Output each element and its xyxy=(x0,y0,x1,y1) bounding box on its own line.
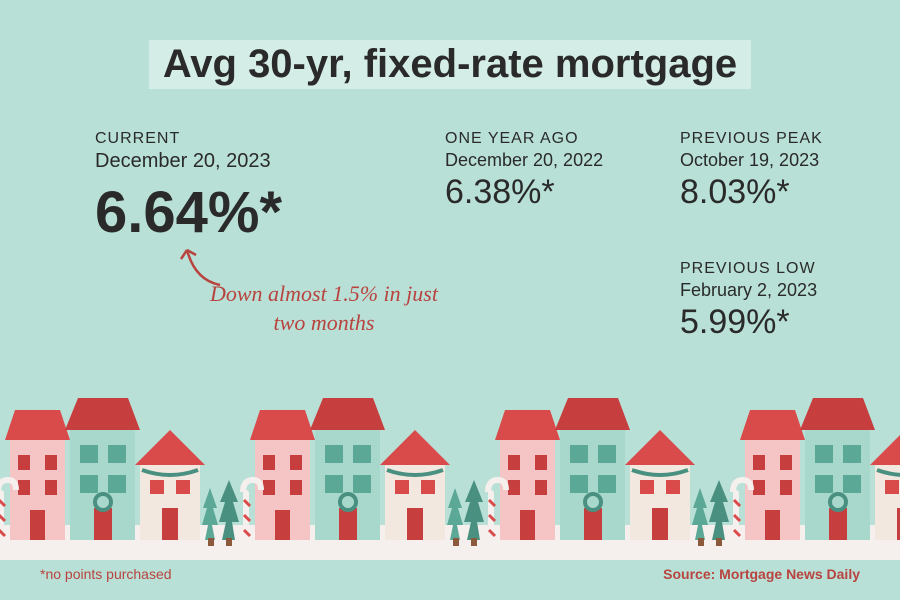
stat-label: PREVIOUS LOW xyxy=(680,260,817,278)
annotation-text: Down almost 1.5% in just two months xyxy=(210,280,438,337)
stat-date: October 19, 2023 xyxy=(680,150,823,171)
stat-label: ONE YEAR AGO xyxy=(445,130,603,148)
stat-value: 8.03%* xyxy=(680,173,823,212)
stat-previous-low: PREVIOUS LOW February 2, 2023 5.99%* xyxy=(680,260,817,342)
footnote-text: *no points purchased xyxy=(40,566,172,582)
houses-illustration xyxy=(0,380,900,560)
stat-label: CURRENT xyxy=(95,130,282,148)
source-text: Source: Mortgage News Daily xyxy=(663,566,860,582)
annotation-line2: two months xyxy=(274,310,375,335)
stat-current: CURRENT December 20, 2023 6.64%* xyxy=(95,130,282,246)
stat-date: February 2, 2023 xyxy=(680,280,817,301)
stat-date: December 20, 2022 xyxy=(445,150,603,171)
stat-value: 6.38%* xyxy=(445,173,603,212)
stat-previous-peak: PREVIOUS PEAK October 19, 2023 8.03%* xyxy=(680,130,823,212)
annotation-line1: Down almost 1.5% in just xyxy=(210,281,438,306)
stat-one-year-ago: ONE YEAR AGO December 20, 2022 6.38%* xyxy=(445,130,603,212)
page-title: Avg 30-yr, fixed-rate mortgage xyxy=(149,40,751,89)
stat-label: PREVIOUS PEAK xyxy=(680,130,823,148)
stat-value: 5.99%* xyxy=(680,303,817,342)
stat-date: December 20, 2023 xyxy=(95,150,282,173)
